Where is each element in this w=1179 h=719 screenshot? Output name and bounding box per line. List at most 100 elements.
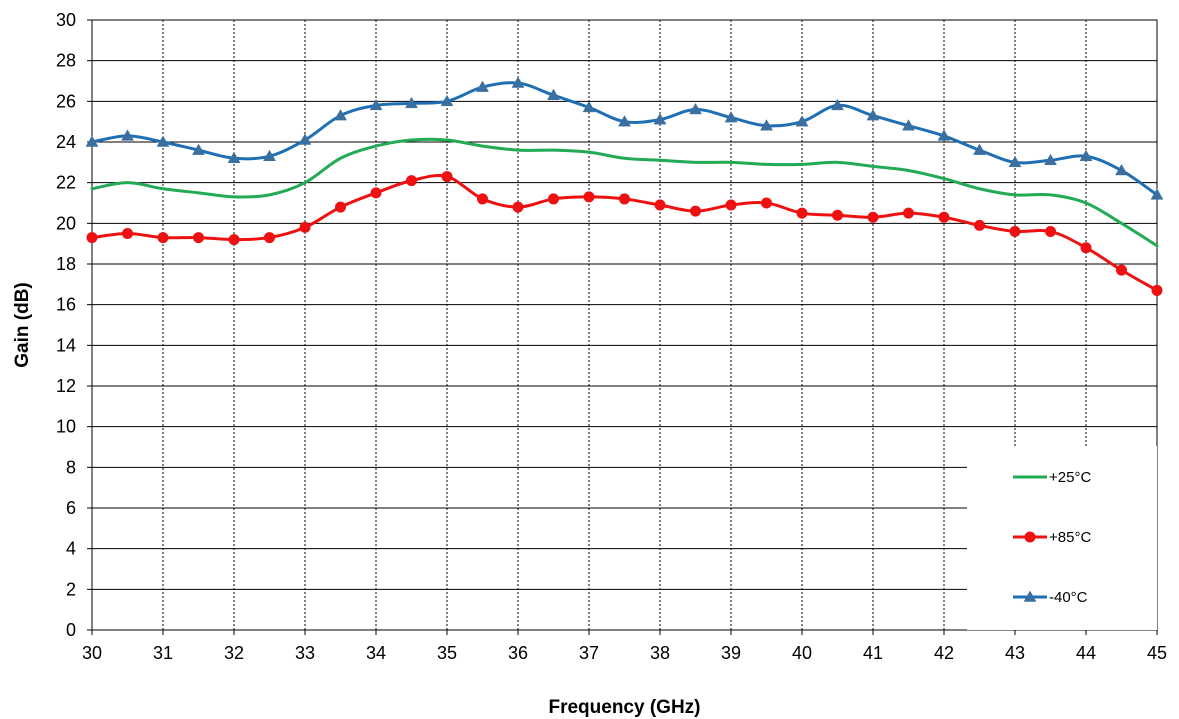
legend-background xyxy=(967,446,1157,630)
series-layer xyxy=(85,76,1164,296)
y-tick-label: 10 xyxy=(56,417,76,437)
x-tick-label: 32 xyxy=(224,643,244,663)
data-point xyxy=(157,232,169,244)
y-tick-label: 30 xyxy=(56,10,76,30)
x-tick-labels: 30 31 32 33 34 35 36 37 38 39 40 41 42 43 44 45 xyxy=(82,643,1167,663)
y-tick-label: 6 xyxy=(66,498,76,518)
data-point xyxy=(511,76,525,88)
series-1 xyxy=(86,171,1163,296)
x-tick-label: 43 xyxy=(1005,643,1025,663)
data-point xyxy=(937,129,951,141)
series-line xyxy=(90,137,1159,248)
series-2 xyxy=(85,76,1164,200)
y-tick-label: 0 xyxy=(66,620,76,640)
legend-marker xyxy=(1024,531,1036,543)
data-point xyxy=(1045,225,1056,237)
x-tick-label: 38 xyxy=(650,643,670,663)
data-point xyxy=(476,80,489,92)
series-line xyxy=(90,81,1159,197)
data-point xyxy=(583,191,595,203)
data-point xyxy=(86,232,98,244)
data-point xyxy=(938,211,950,223)
legend: +25°C +85°C -40°C xyxy=(967,446,1157,630)
x-tick-label: 31 xyxy=(153,643,173,663)
data-point xyxy=(618,115,631,127)
legend-label: -40°C xyxy=(1049,589,1088,606)
data-point xyxy=(1116,264,1127,276)
y-tick-label: 16 xyxy=(56,295,76,315)
data-point xyxy=(122,228,133,239)
data-point xyxy=(548,193,559,205)
plot-frame xyxy=(87,19,1158,635)
x-axis-title: Frequency (GHz) xyxy=(548,697,700,718)
data-point xyxy=(1009,225,1021,237)
legend-marker xyxy=(1023,590,1037,602)
legend-entry: -40°C xyxy=(1013,589,1088,606)
data-point xyxy=(1150,188,1164,200)
data-point xyxy=(690,205,701,217)
data-point xyxy=(619,193,630,205)
y-tick-label: 12 xyxy=(56,376,76,396)
y-tick-label: 2 xyxy=(66,579,76,599)
y-tick-label: 22 xyxy=(56,173,76,193)
series-0 xyxy=(90,137,1159,248)
x-tick-label: 40 xyxy=(792,643,812,663)
y-tick-label: 4 xyxy=(66,539,76,559)
x-tick-label: 30 xyxy=(82,643,102,663)
data-point xyxy=(1151,284,1163,296)
x-tick-label: 44 xyxy=(1076,643,1096,663)
data-point xyxy=(369,98,383,111)
x-tick-label: 41 xyxy=(863,643,883,663)
y-tick-label: 24 xyxy=(56,132,76,152)
data-point xyxy=(406,175,417,187)
data-point xyxy=(654,199,666,211)
y-tick-label: 14 xyxy=(56,335,76,355)
y-tick-label: 20 xyxy=(56,213,76,233)
data-point xyxy=(1080,242,1092,254)
x-tick-label: 42 xyxy=(934,643,954,663)
data-point xyxy=(974,219,985,231)
data-point xyxy=(653,113,667,125)
data-point xyxy=(299,221,311,233)
x-tick-label: 36 xyxy=(508,643,528,663)
x-tick-label: 39 xyxy=(721,643,741,663)
data-point xyxy=(725,199,737,211)
data-point xyxy=(298,133,312,145)
data-point xyxy=(192,143,205,155)
data-point xyxy=(761,197,772,209)
x-tick-label: 35 xyxy=(437,643,457,663)
y-axis-title: Gain (dB) xyxy=(12,282,33,368)
data-point xyxy=(582,100,596,113)
data-point xyxy=(867,211,879,223)
y-tick-label: 8 xyxy=(66,457,76,477)
data-point xyxy=(1044,153,1057,166)
legend-entry: +85°C xyxy=(1013,529,1091,546)
data-point xyxy=(796,207,808,219)
data-point xyxy=(1079,149,1093,161)
data-point xyxy=(193,232,204,244)
data-point xyxy=(512,201,524,213)
data-point xyxy=(227,151,241,164)
data-point xyxy=(264,232,275,244)
data-point xyxy=(85,135,99,147)
data-point xyxy=(724,111,738,123)
data-point xyxy=(121,129,134,141)
data-point xyxy=(156,135,170,147)
data-point xyxy=(370,187,382,199)
x-tick-label: 33 xyxy=(295,643,315,663)
legend-entry: +25°C xyxy=(1013,469,1091,486)
y-tick-label: 26 xyxy=(56,91,76,111)
data-point xyxy=(760,119,773,131)
data-point xyxy=(903,207,914,219)
data-point xyxy=(405,96,418,109)
data-point xyxy=(477,193,488,205)
data-point xyxy=(832,209,843,221)
legend-label: +25°C xyxy=(1049,469,1091,486)
data-point xyxy=(441,171,453,183)
data-point xyxy=(831,98,844,111)
data-point xyxy=(973,143,986,155)
data-point xyxy=(1115,163,1128,176)
grid-lines xyxy=(92,20,1157,630)
